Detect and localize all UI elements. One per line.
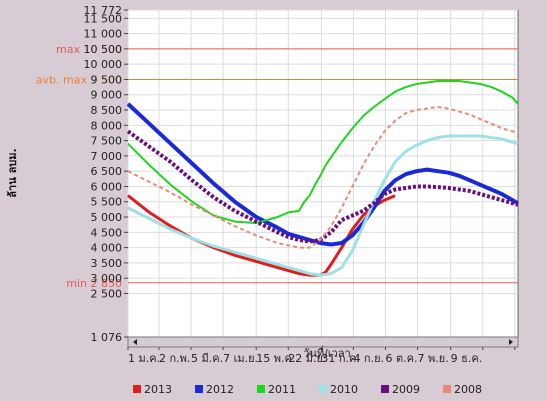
legend-label: 2013 xyxy=(144,383,172,396)
x-tick-label: 9 ธ.ค. xyxy=(451,352,483,365)
series-line-2012 xyxy=(126,102,519,247)
x-axis-label: วันที่/เวลา xyxy=(303,345,351,360)
y-tick-label: 11 772 xyxy=(84,4,123,17)
legend-label: 2012 xyxy=(206,383,234,396)
legend-label: 2010 xyxy=(330,383,358,396)
series-line-2011 xyxy=(127,80,519,225)
legend-label: 2009 xyxy=(392,383,420,396)
y-tick-label: 10 500 xyxy=(84,43,123,56)
x-scrollbar[interactable] xyxy=(127,336,519,348)
x-tick-label: 15 พ.ค. xyxy=(256,352,295,365)
legend-swatch xyxy=(195,385,203,393)
legend-label: 2008 xyxy=(454,383,482,396)
legend-swatch xyxy=(133,385,141,393)
series-line-2010 xyxy=(127,134,519,277)
y-tick-label: 6 500 xyxy=(91,165,123,178)
y-tick-label: 7 500 xyxy=(91,135,123,148)
x-tick-label: 7 เม.ย. xyxy=(223,352,258,365)
legend-swatch xyxy=(443,385,451,393)
y-tick-label: 2 500 xyxy=(91,287,123,300)
y-tick-label: 4 500 xyxy=(91,226,123,239)
y-tick-label: 6 000 xyxy=(91,180,123,193)
y-tick-label: 9 500 xyxy=(91,73,123,86)
y-axis-label: ล้าน ลบม. xyxy=(6,148,19,197)
y-tick-label: 7 000 xyxy=(91,150,123,163)
x-axis-ticks: 1 ม.ค.2 ก.พ. 5 มี.ค. 7 เม.ย.15 พ.ค.22 มิ.ย… xyxy=(127,347,516,365)
reference-line-label: min 2 850 xyxy=(66,277,122,290)
series-line-2008 xyxy=(127,106,519,249)
y-tick-label: 11 000 xyxy=(84,28,123,41)
y-tick-label: 8 000 xyxy=(91,119,123,132)
x-tick-label: 5 มี.ค. xyxy=(191,352,223,365)
x-tick-label: 22 มิ.ย. xyxy=(288,352,326,365)
x-tick-label: 4 ก.ย. xyxy=(353,352,384,365)
x-tick-label: 1 ม.ค. xyxy=(128,352,160,365)
y-tick-label: 8 500 xyxy=(91,104,123,117)
legend-label: 2011 xyxy=(268,383,296,396)
y-tick-label: 5 000 xyxy=(91,211,123,224)
y-axis-ticks: 1 076 2 500 3 000 3 500 4 000 4 500 5 000 5 500… xyxy=(84,4,128,344)
legend: 2013 2012 2011 2010 2009 2008 xyxy=(133,383,482,396)
y-tick-label: 11 500 xyxy=(84,12,123,25)
series-line-2009 xyxy=(126,129,519,244)
y-tick-label: 9 000 xyxy=(91,89,123,102)
x-tick-label: 31 ก.ค. xyxy=(321,352,360,365)
scroll-right-icon[interactable] xyxy=(509,339,513,345)
reference-line-label: avb. max 9 500 xyxy=(36,73,122,86)
x-tick-label: 7 พ.ย. xyxy=(418,352,449,365)
legend-swatch xyxy=(319,385,327,393)
x-tick-label: 6 ต.ค. xyxy=(386,352,418,365)
reference-lines: max 10 500 avb. max 9 500 min 2 850 xyxy=(36,43,518,290)
scroll-left-icon[interactable] xyxy=(133,339,137,345)
y-tick-label: 3 500 xyxy=(91,257,123,270)
legend-swatch xyxy=(381,385,389,393)
x-tick-label: 2 ก.พ. xyxy=(159,352,190,365)
y-tick-label: 4 000 xyxy=(91,242,123,255)
reference-line-label: max 10 500 xyxy=(56,43,122,56)
series-layer xyxy=(126,80,519,277)
y-tick-label: 5 500 xyxy=(91,196,123,209)
legend-swatch xyxy=(257,385,265,393)
y-tick-label: 10 000 xyxy=(84,58,123,71)
y-tick-label: 1 076 xyxy=(91,331,123,344)
y-tick-label: 3 000 xyxy=(91,272,123,285)
